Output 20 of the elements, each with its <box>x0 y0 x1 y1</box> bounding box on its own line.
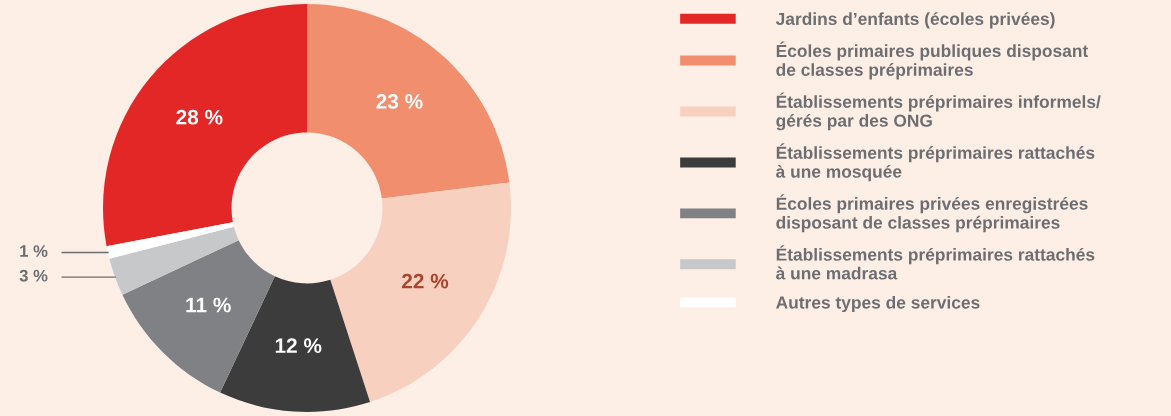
legend-label: Établissements préprimaires rattachés à une madrasa <box>776 245 1095 280</box>
donut-slice <box>122 240 275 393</box>
legend-label: Établissements préprimaires rattachés à une mosquée <box>776 143 1095 182</box>
data-label: 1 % <box>20 245 48 257</box>
legend-label: Écoles primaires publiques disposant de classes préprimaires <box>776 41 1089 80</box>
data-label: 22 % <box>401 273 449 289</box>
legend-label: Établissements préprimaires informels/ gérés par des ONG <box>776 92 1101 131</box>
donut-slice <box>307 4 510 199</box>
data-label: 28 % <box>176 109 223 125</box>
donut-slice <box>106 222 234 259</box>
donut-slice <box>103 4 307 247</box>
legend-label: Autres types de services <box>776 295 980 313</box>
data-label: 12 % <box>275 338 322 354</box>
donut-slice <box>109 226 239 295</box>
legend-label: Jardins d’enfants (écoles privées) <box>775 12 1055 29</box>
donut-slice <box>330 182 511 403</box>
data-label: 23 % <box>376 94 423 109</box>
data-label: 11 % <box>186 297 231 313</box>
legend-label: Écoles primaires privées enregistrées disposant de classes préprimaires <box>776 194 1088 233</box>
data-label: 3 % <box>19 269 48 282</box>
